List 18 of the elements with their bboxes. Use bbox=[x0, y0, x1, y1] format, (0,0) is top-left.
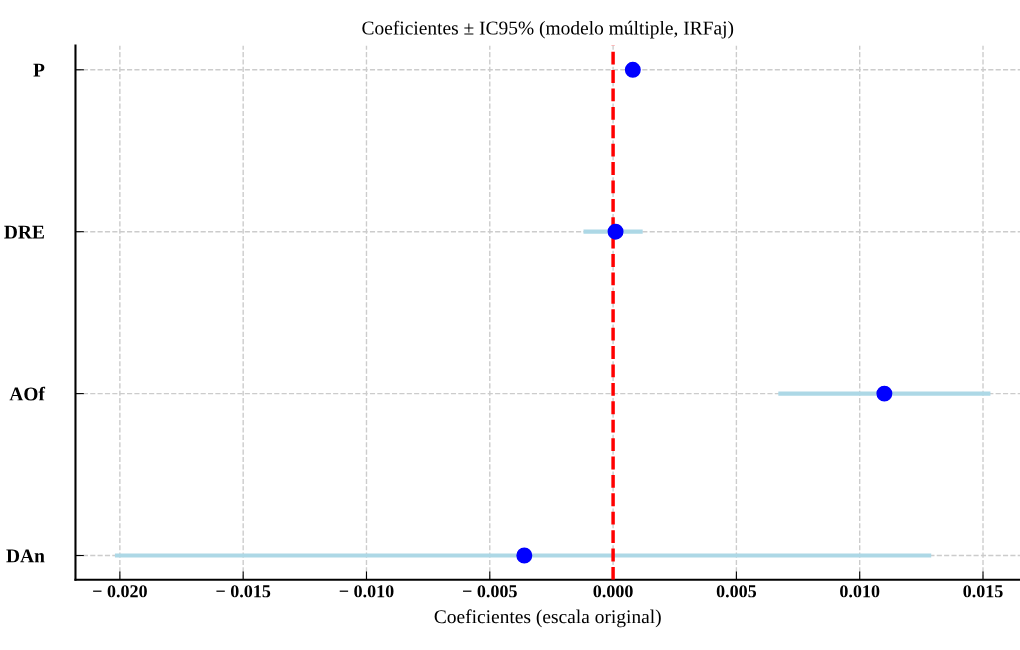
x-tick-label: 0.010 bbox=[840, 585, 880, 598]
y-tick-label: DAn bbox=[6, 549, 45, 563]
point bbox=[876, 385, 893, 402]
chart-title: Coeficientes ± IC95% (modelo múltiple, IRFaj) bbox=[362, 20, 734, 39]
x-tick-label: − 0.005 bbox=[463, 585, 517, 598]
y-tick-label: DRE bbox=[4, 225, 44, 239]
x-tick-label: − 0.020 bbox=[93, 585, 147, 598]
x-tick-label: 0.000 bbox=[593, 585, 633, 598]
x-tick-label: − 0.010 bbox=[339, 585, 394, 598]
x-tick-label: − 0.015 bbox=[216, 585, 271, 598]
x-tick-label: 0.005 bbox=[716, 585, 757, 598]
x-axis-title: Coeficientes (escala original) bbox=[434, 609, 661, 628]
point bbox=[516, 547, 533, 564]
y-tick-label: AOf bbox=[9, 386, 46, 401]
point bbox=[624, 61, 641, 78]
point bbox=[607, 223, 624, 240]
y-tick-label: P bbox=[33, 63, 45, 77]
x-tick-label: 0.015 bbox=[963, 585, 1003, 598]
